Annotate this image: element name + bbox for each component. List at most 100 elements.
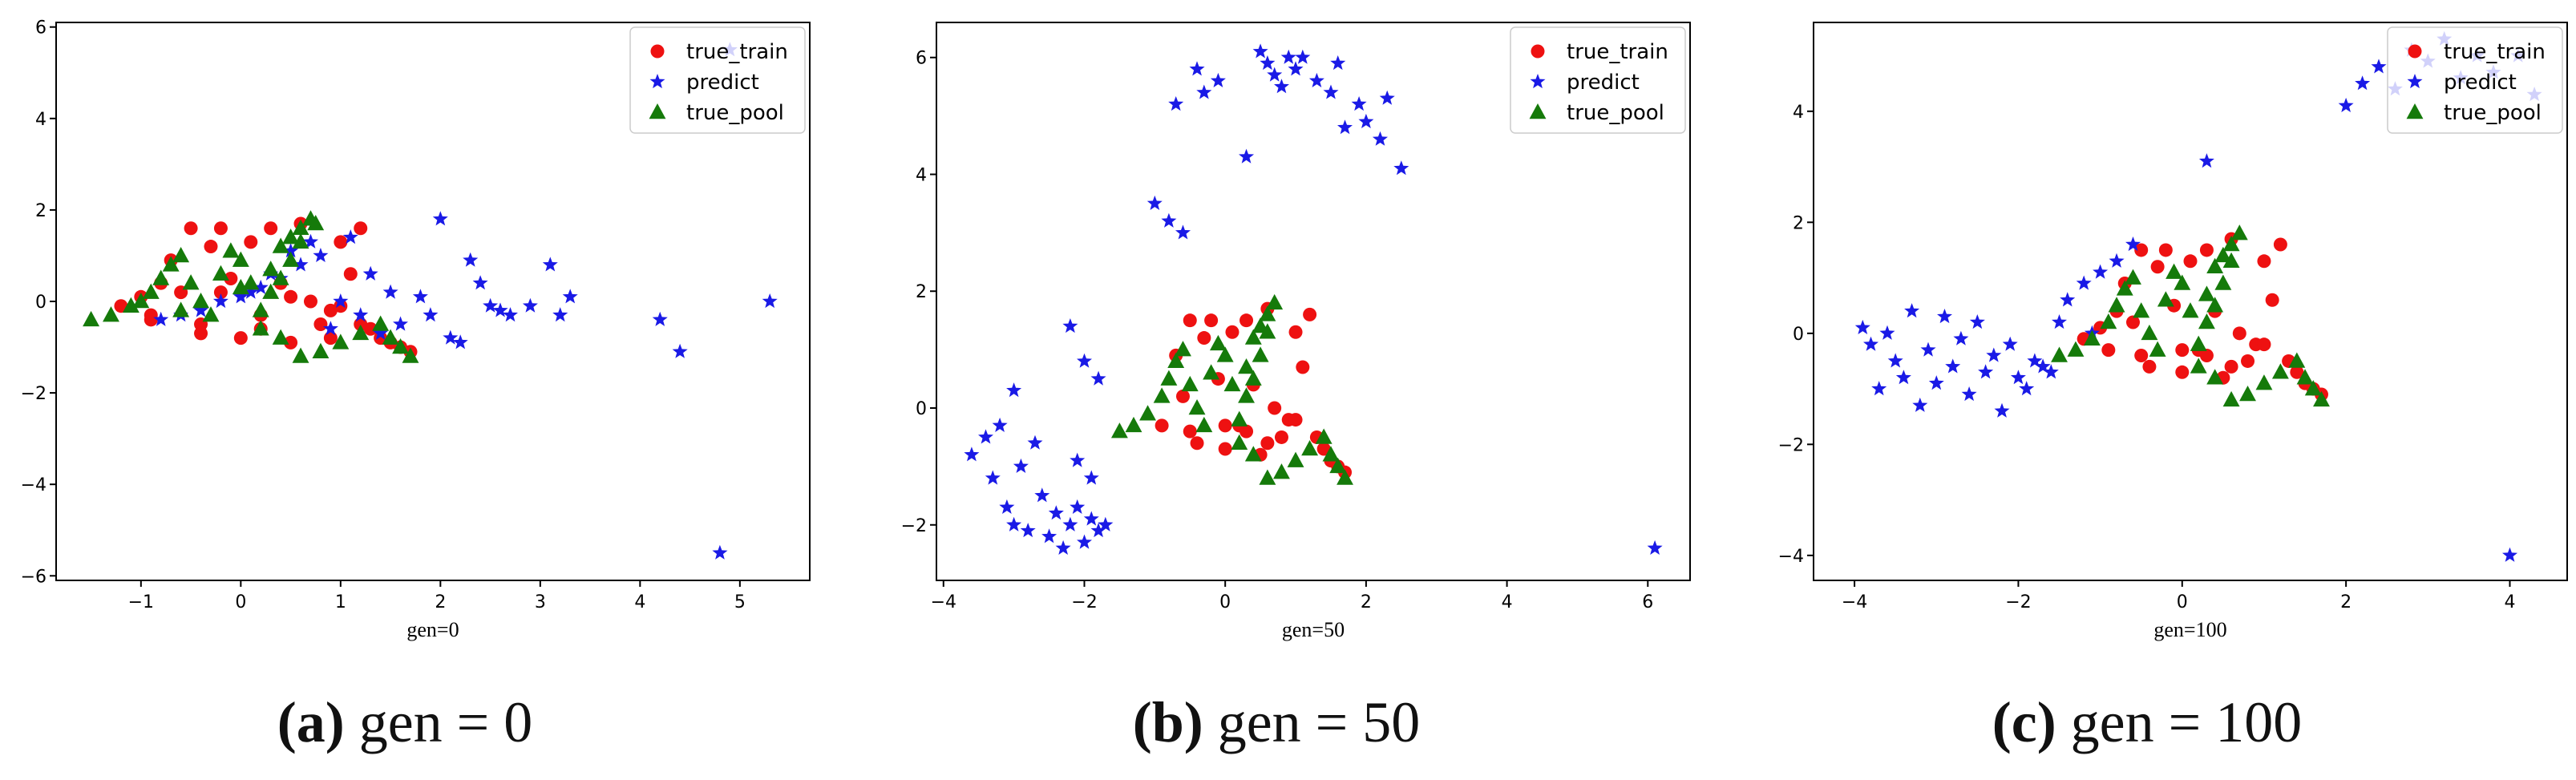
- point-predict: [1393, 160, 1409, 176]
- point-true_pool: [152, 269, 170, 285]
- point-predict: [362, 265, 378, 281]
- point-true_pool: [1301, 440, 1319, 456]
- x-tick-label: 2: [2340, 592, 2352, 612]
- point-predict: [985, 470, 1001, 485]
- y-tick-label: 4: [1793, 103, 1804, 123]
- series-true_pool-a: [83, 210, 419, 363]
- point-predict: [1210, 72, 1226, 87]
- x-axis-label: gen=50: [1282, 618, 1345, 641]
- x-tick-label: −1: [128, 592, 154, 612]
- y-tick-label: 4: [35, 110, 47, 130]
- point-predict: [1274, 79, 1289, 94]
- point-predict: [2002, 336, 2018, 351]
- legend-label-true_pool: true_pool: [1567, 101, 1664, 125]
- point-true_pool: [292, 347, 309, 363]
- point-true_pool: [192, 293, 209, 309]
- point-predict: [153, 311, 169, 326]
- point-predict: [1196, 84, 1212, 99]
- point-predict: [483, 297, 499, 313]
- point-true_pool: [1153, 387, 1171, 403]
- point-predict: [1358, 113, 1374, 128]
- point-true_pool: [172, 301, 190, 317]
- legend-marker-true_train: [2408, 44, 2422, 59]
- point-predict: [243, 284, 259, 299]
- point-true_train: [2175, 365, 2190, 379]
- point-predict: [1252, 43, 1268, 59]
- point-true_pool: [1259, 305, 1276, 321]
- point-predict: [2035, 358, 2051, 374]
- point-predict: [1013, 458, 1029, 473]
- point-true_pool: [1238, 358, 1255, 374]
- point-predict: [463, 252, 479, 267]
- point-true_train: [334, 235, 348, 249]
- point-true_pool: [2296, 369, 2314, 385]
- point-true_train: [343, 267, 358, 281]
- point-predict: [1871, 381, 1887, 396]
- point-true_pool: [2133, 302, 2150, 318]
- point-true_pool: [2108, 297, 2125, 313]
- point-predict: [2027, 353, 2043, 368]
- legend-label-predict: predict: [2444, 71, 2517, 95]
- point-true_train: [1239, 313, 1254, 328]
- point-predict: [1953, 330, 1969, 346]
- point-true_pool: [282, 251, 300, 267]
- point-true_pool: [242, 274, 260, 290]
- axes-frame-c: [1813, 22, 2568, 581]
- point-true_pool: [2313, 390, 2330, 407]
- point-true_train: [144, 313, 158, 327]
- point-true_pool: [1322, 446, 1340, 462]
- point-predict: [1070, 452, 1086, 467]
- point-true_train: [354, 317, 368, 332]
- point-true_train: [1155, 418, 1169, 433]
- point-predict: [1070, 499, 1086, 514]
- point-predict: [1961, 386, 1977, 402]
- point-predict: [1083, 470, 1099, 485]
- y-tick-label: −2: [21, 384, 47, 404]
- point-true_pool: [1223, 375, 1241, 392]
- point-true_pool: [2198, 285, 2215, 301]
- point-predict: [452, 334, 468, 350]
- point-predict: [333, 293, 349, 309]
- point-true_pool: [83, 310, 100, 327]
- point-predict: [1239, 148, 1255, 164]
- point-predict: [443, 329, 459, 345]
- point-true_pool: [2141, 324, 2158, 341]
- point-true_pool: [132, 293, 150, 309]
- caption-c-text: gen = 100: [2056, 690, 2303, 754]
- point-true_train: [244, 235, 258, 249]
- point-true_pool: [352, 324, 370, 341]
- point-predict: [1928, 375, 1944, 390]
- point-predict: [1090, 370, 1106, 386]
- point-predict: [1048, 505, 1064, 520]
- point-true_train: [323, 331, 338, 346]
- point-true_pool: [2288, 352, 2306, 368]
- y-tick-label: 6: [916, 49, 927, 69]
- point-true_pool: [262, 283, 280, 299]
- y-tick-label: 2: [916, 282, 927, 302]
- legend-label-true_pool: true_pool: [2444, 101, 2542, 125]
- point-predict: [2125, 236, 2141, 252]
- y-tick-label: 4: [916, 165, 927, 185]
- point-true_pool: [2222, 252, 2240, 269]
- point-predict: [1027, 434, 1043, 450]
- point-true_pool: [2157, 291, 2174, 307]
- point-true_train: [1268, 401, 1282, 415]
- legend-marker-true_pool: [649, 103, 666, 119]
- series-predict-b: [964, 43, 1663, 555]
- point-predict: [1337, 119, 1353, 135]
- legend-box: [629, 26, 806, 134]
- x-tick-label: −2: [2005, 592, 2031, 612]
- point-predict: [2355, 75, 2371, 91]
- point-predict: [1879, 325, 1895, 340]
- caption-a-text: gen = 0: [344, 690, 533, 754]
- point-true_train: [213, 285, 228, 300]
- legend-box: [1510, 26, 1686, 134]
- point-predict: [1260, 55, 1276, 71]
- series-true_train-a: [114, 216, 418, 359]
- point-predict: [472, 275, 488, 290]
- point-true_pool: [1273, 463, 1290, 479]
- point-predict: [1937, 309, 1952, 324]
- point-true_pool: [1209, 334, 1227, 351]
